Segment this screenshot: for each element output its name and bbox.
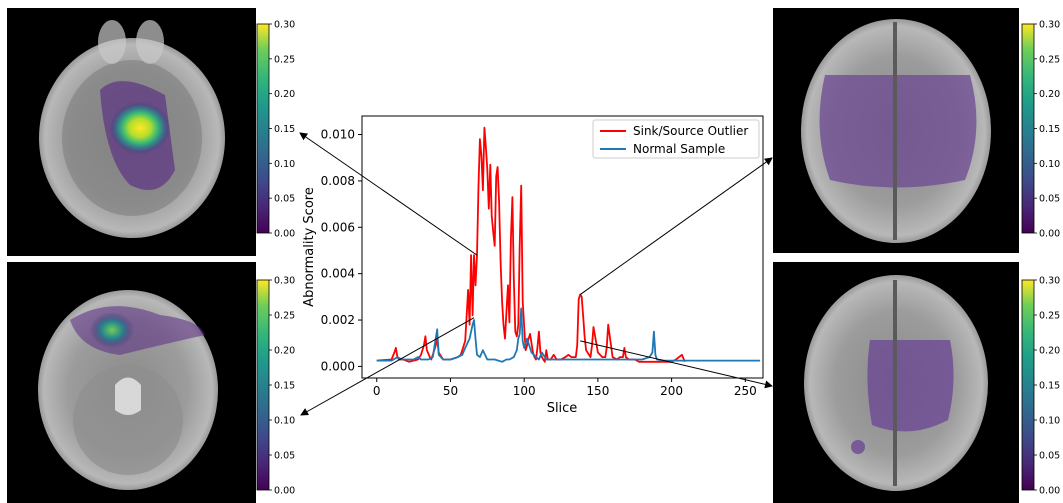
cbar-tl-tick-label-1: 0.05 <box>274 194 295 205</box>
cbar-tr-tick-label-1: 0.05 <box>1039 194 1060 205</box>
x-tick-label-0: 0 <box>373 384 381 398</box>
mri-panel-top-left <box>7 8 256 256</box>
cbar-bl-tick-label-3: 0.15 <box>274 381 295 392</box>
mri-panel-top-right <box>773 8 1019 253</box>
y-tick-label-2: 0.004 <box>321 267 355 281</box>
y-tick-label-3: 0.006 <box>321 220 355 234</box>
x-tick-label-3: 150 <box>586 384 609 398</box>
cbar-bl-tick-label-4: 0.20 <box>274 346 295 357</box>
plot-frame <box>361 115 764 379</box>
cbar-tr-tick-label-0: 0.00 <box>1039 229 1060 240</box>
y-tick-label-5: 0.010 <box>321 128 355 142</box>
cbar-br-tick-label-5: 0.25 <box>1039 311 1060 322</box>
cbar-tr-tick-label-6: 0.30 <box>1039 20 1060 31</box>
legend: Sink/Source Outlier Normal Sample <box>592 119 760 159</box>
callout-arrow-top-left <box>299 132 478 256</box>
cbar-bl-tick-label-2: 0.10 <box>274 416 295 427</box>
callout-arrows <box>299 132 773 416</box>
cbar-br-gradient <box>1021 279 1035 491</box>
x-tick-label-1: 50 <box>443 384 458 398</box>
cbar-tl-tick-label-2: 0.10 <box>274 159 295 170</box>
cbar-tr-tick-label-3: 0.15 <box>1039 124 1060 135</box>
x-tick-label-5: 250 <box>734 384 757 398</box>
cbar-bl-tick-label-0: 0.00 <box>274 486 295 497</box>
axis-layer: 0 50 100 150 200 250 0.000 0.002 0.004 0.006 0.008… <box>321 128 757 398</box>
cbar-bl-gradient <box>256 279 270 491</box>
cbar-br-tick-label-1: 0.05 <box>1039 451 1060 462</box>
colorbar-top-left: 0.00 0.05 0.10 0.15 0.20 0.25 0.30 <box>256 20 295 240</box>
cbar-bl-tick-label-6: 0.30 <box>274 276 295 287</box>
y-axis-label: Abnormality Score <box>302 187 317 307</box>
y-tick-label-4: 0.008 <box>321 174 355 188</box>
legend-box <box>592 119 760 159</box>
cbar-tr-tick-label-5: 0.25 <box>1039 54 1060 65</box>
x-tick-label-2: 100 <box>513 384 536 398</box>
cbar-bl-tick-label-5: 0.25 <box>274 311 295 322</box>
cbar-tl-tick-label-6: 0.30 <box>274 20 295 31</box>
mri-panel-bottom-right <box>773 262 1019 503</box>
x-axis-label: Slice <box>547 401 578 416</box>
abnormality-plot: 0 50 100 150 200 250 0.000 0.002 0.004 0.006 0.008… <box>302 115 764 416</box>
colorbar-bottom-left: 0.00 0.05 0.10 0.15 0.20 0.25 0.30 <box>256 276 295 497</box>
callout-arrow-bottom-left <box>300 317 475 416</box>
colorbar-bottom-right: 0.00 0.05 0.10 0.15 0.20 0.25 0.30 <box>1021 276 1060 497</box>
cbar-tr-gradient <box>1021 23 1035 234</box>
cbar-tr-tick-label-4: 0.20 <box>1039 89 1060 100</box>
mri-panel-bottom-left <box>7 262 256 503</box>
legend-label-0: Sink/Source Outlier <box>633 124 748 138</box>
cbar-br-tick-label-0: 0.00 <box>1039 486 1060 497</box>
cbar-tl-tick-label-5: 0.25 <box>274 54 295 65</box>
colorbar-top-right: 0.00 0.05 0.10 0.15 0.20 0.25 0.30 <box>1021 20 1060 240</box>
cbar-tl-tick-label-4: 0.20 <box>274 89 295 100</box>
legend-label-1: Normal Sample <box>633 142 725 156</box>
cbar-tl-tick-label-3: 0.15 <box>274 124 295 135</box>
cbar-br-tick-label-6: 0.30 <box>1039 276 1060 287</box>
cbar-bl-tick-label-1: 0.05 <box>274 451 295 462</box>
cbar-tl-tick-label-0: 0.00 <box>274 229 295 240</box>
cbar-br-tick-label-3: 0.15 <box>1039 381 1060 392</box>
cbar-tl-gradient <box>256 23 270 234</box>
cbar-tr-tick-label-2: 0.10 <box>1039 159 1060 170</box>
callout-arrow-top-right <box>579 157 773 295</box>
callout-arrow-bottom-right <box>580 340 773 389</box>
x-tick-label-4: 200 <box>660 384 683 398</box>
cbar-br-tick-label-4: 0.20 <box>1039 346 1060 357</box>
y-tick-label-1: 0.002 <box>321 313 355 327</box>
cbar-br-tick-label-2: 0.10 <box>1039 416 1060 427</box>
y-tick-label-0: 0.000 <box>321 359 355 373</box>
